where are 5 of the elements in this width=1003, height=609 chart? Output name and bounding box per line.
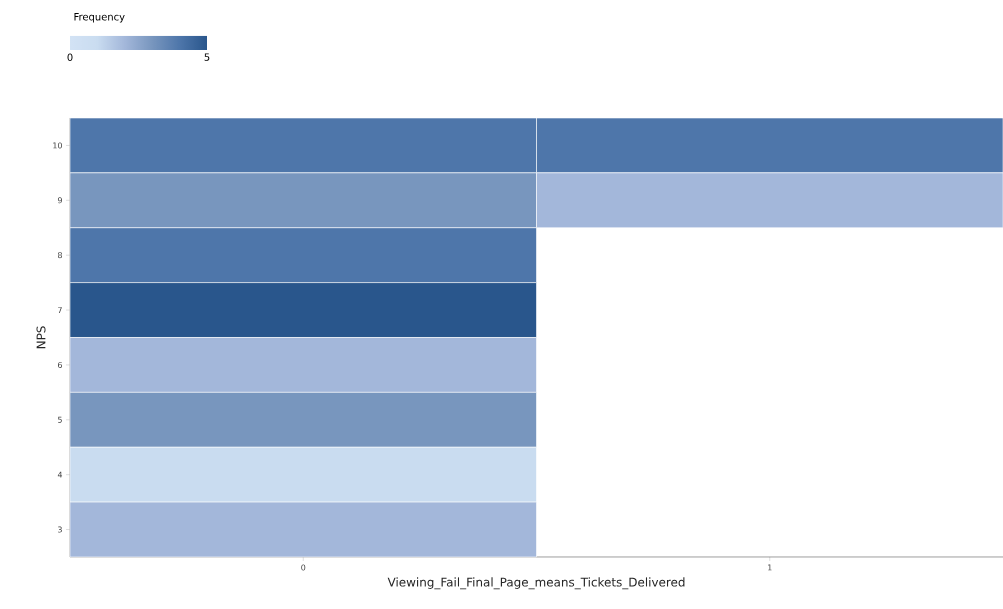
color-bar-label: 5 [204, 53, 210, 61]
color-bar-label: 0 [67, 53, 73, 61]
x-axis-title: Viewing_Fail_Final_Page_means_Tickets_Delivered [387, 577, 685, 590]
color-bar-title: Frequency [74, 13, 125, 23]
y-axis-title: NPS [36, 326, 46, 349]
